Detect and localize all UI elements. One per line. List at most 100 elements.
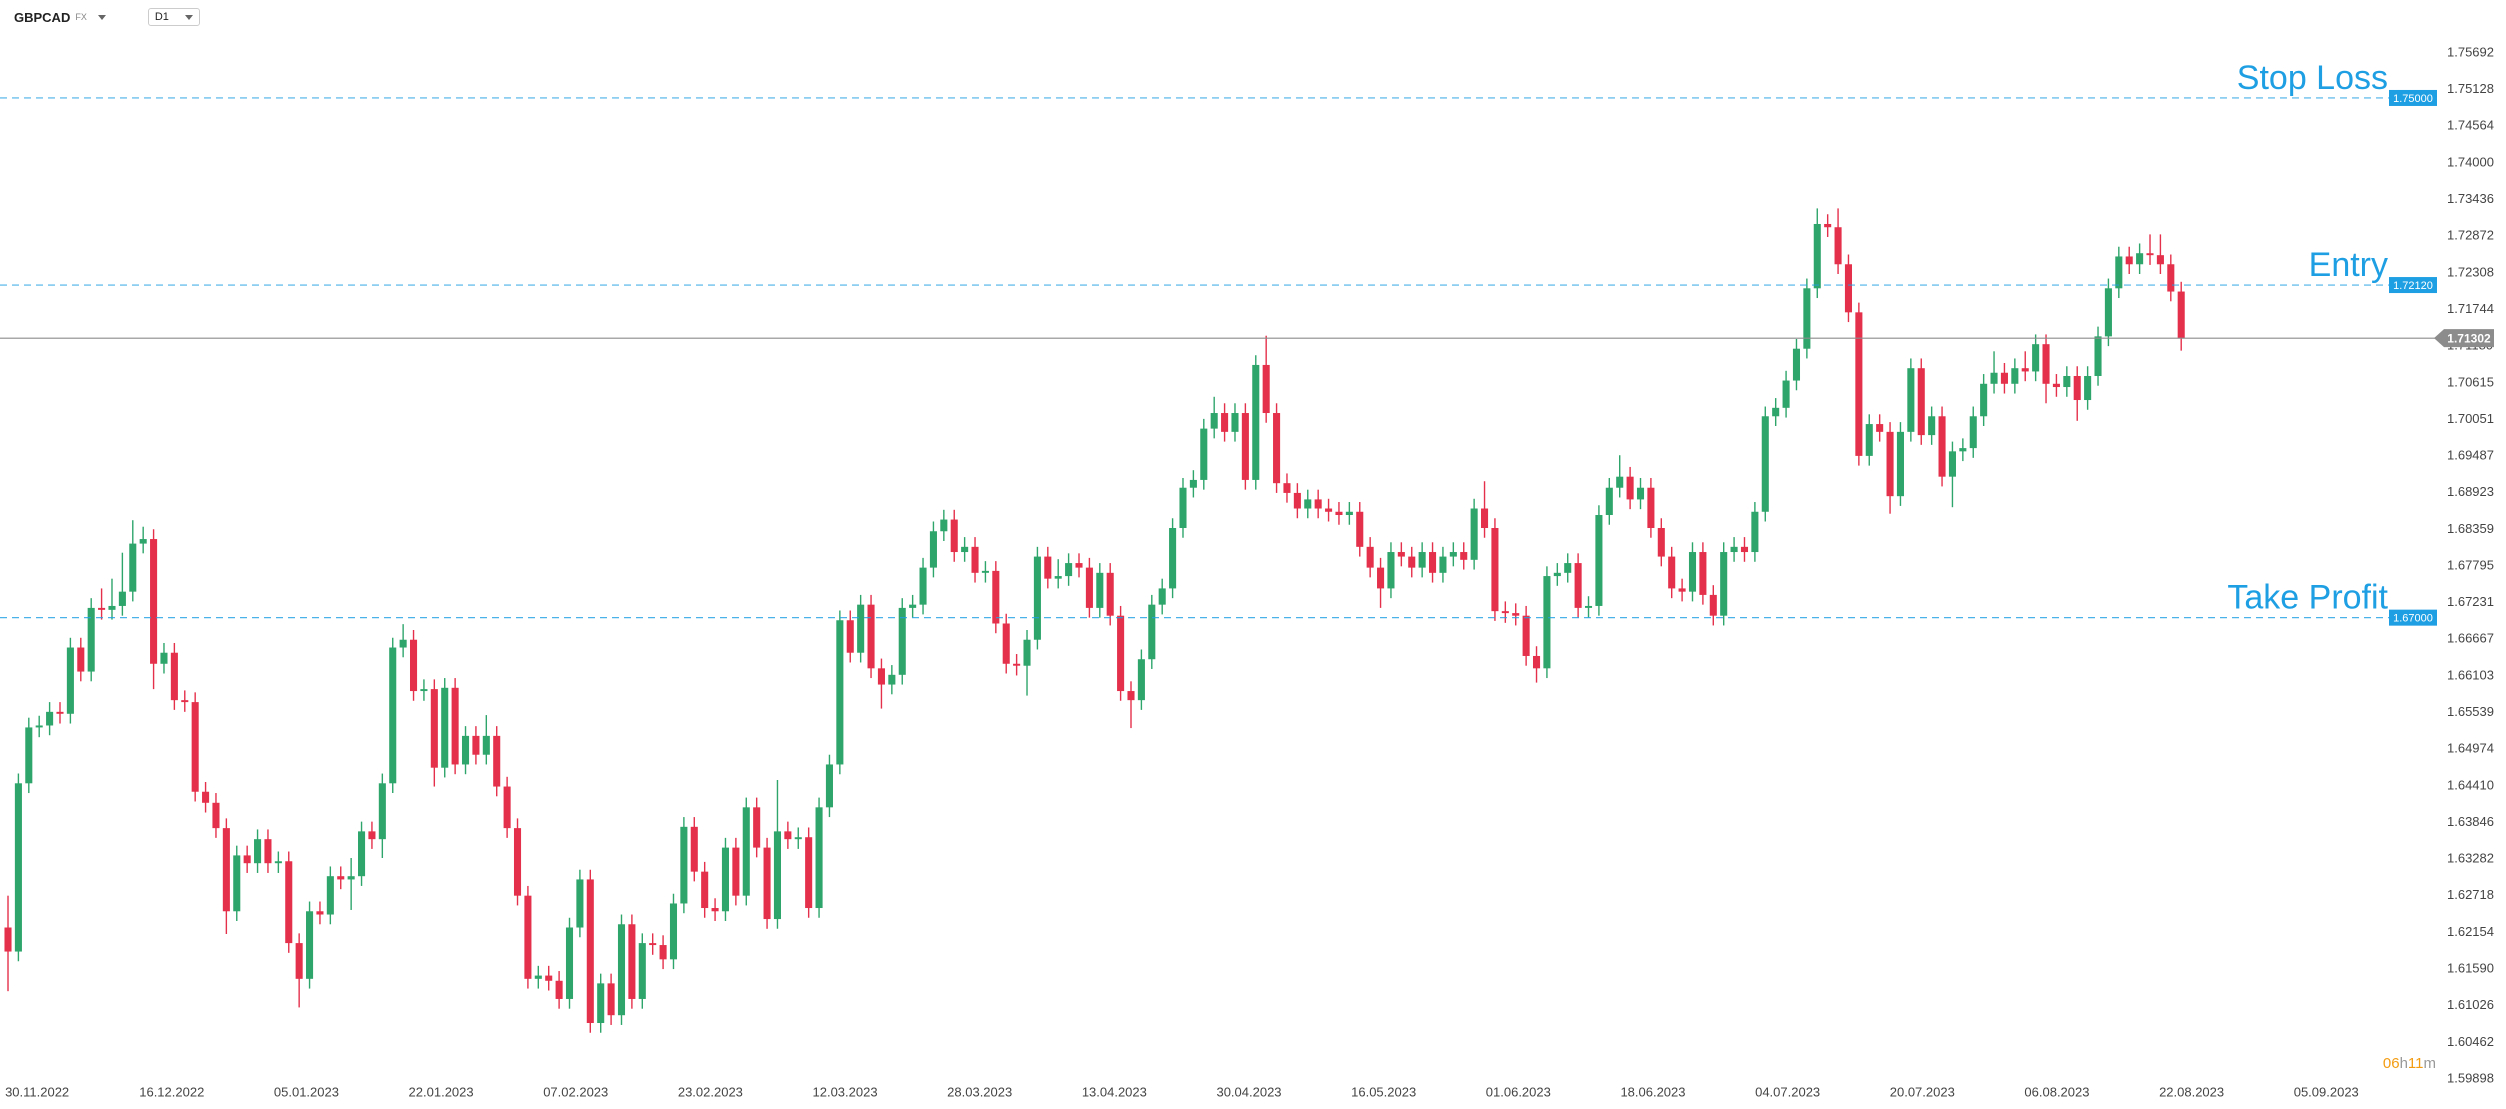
caret [184,14,193,20]
x-tick-label: 01.06.2023 [1486,1084,1551,1099]
candle-body [1772,407,1780,417]
candle-body [1137,659,1145,701]
candle-body [1636,487,1645,500]
candle-body [358,831,366,877]
candle-body [1085,567,1093,608]
candle-body [1824,223,1832,228]
countdown: 06h11m [2383,1055,2436,1072]
x-tick-label: 23.02.2023 [678,1084,743,1099]
timeframe-selector[interactable]: D1 [147,8,200,26]
candle-body [898,607,906,675]
candle-body [1387,552,1395,589]
candle-body [1210,413,1218,429]
candle-body [1054,576,1062,579]
candle-body [1127,691,1135,701]
candle-body [1803,288,1811,349]
symbol-selector[interactable]: GBPCAD FX [14,10,106,25]
candle-body [1366,546,1374,568]
candle-body [222,828,230,912]
candle-body [1283,483,1291,493]
candle-body [1626,476,1634,500]
candle-body [753,807,761,848]
candle-body [326,876,334,915]
candle-body [1616,476,1624,488]
candle-body [2073,375,2081,401]
candle-body [2156,255,2164,265]
candle-body [1813,223,1821,289]
countdown-part: 06 [2383,1055,2400,1072]
candle-body [25,727,33,784]
level-name: Stop Loss [2237,59,2388,97]
candle-body [295,943,303,979]
candle-body [576,879,584,928]
candle-body [649,943,657,946]
candle-body [1553,572,1561,577]
candle-body [950,519,958,553]
y-tick-label: 1.71744 [2447,301,2494,316]
y-tick-label: 1.68923 [2447,484,2494,499]
candle-body [14,783,22,952]
candle-body [285,861,293,944]
candle-body [66,647,74,714]
candle-body [857,604,865,653]
candle-body [493,735,501,787]
countdown-part: 11 [2408,1055,2424,1072]
market: FX [75,12,87,22]
y-tick-label: 1.66667 [2447,631,2494,646]
candle-body [503,786,511,829]
candle-body [150,539,158,664]
candle-body [274,861,282,864]
x-tick-label: 22.08.2023 [2159,1084,2224,1099]
candle-body [2125,256,2133,265]
candle-body [378,783,386,840]
x-tick-label: 16.12.2022 [139,1084,204,1099]
candle-body [1938,416,1946,477]
candle-body [1574,563,1582,608]
candle-body [1532,655,1541,669]
level-tag [2389,89,2437,106]
candle-body [534,975,542,979]
candle-body [451,687,459,765]
y-tick-label: 1.64410 [2447,777,2494,792]
candle-body [815,807,823,909]
candle-body [2084,375,2092,401]
candle-body [1501,611,1509,614]
candle-body [1002,623,1010,664]
y-tick-label: 1.74564 [2447,118,2494,133]
candle-body [690,826,698,872]
y-tick-label: 1.59898 [2447,1070,2494,1085]
candle-body [1480,508,1489,529]
candle-body [264,839,272,864]
candle-body [597,983,605,1024]
level-tag [2389,609,2437,626]
candle-body [2177,291,2185,339]
candle-body [2094,336,2102,376]
candle-body [2011,368,2019,384]
countdown-part: m [2424,1055,2437,1072]
candle-body [1096,572,1104,608]
candle-body [1221,413,1229,432]
candle-body [347,876,355,880]
candle-body [638,943,646,999]
candle-body [4,927,12,952]
candle-body [420,689,428,692]
level-name: Entry [2309,246,2388,284]
candle-body [784,831,792,840]
level-label: 1.75000 [2393,93,2433,105]
candle-body [1782,380,1790,408]
candle-body [1106,572,1114,616]
y-tick-label: 1.69487 [2447,448,2494,463]
candle-body [139,539,147,544]
candle-body [243,855,251,864]
candle-body [56,711,64,714]
x-tick-label: 28.03.2023 [947,1084,1012,1099]
candle-body [1397,552,1405,557]
candle-body [1356,511,1364,547]
candle-body [659,945,667,960]
candle-body [1668,556,1676,589]
candle-body [846,620,854,653]
countdown-part: h [2400,1055,2408,1072]
candle-body [1408,556,1416,568]
candle-body [877,668,885,685]
